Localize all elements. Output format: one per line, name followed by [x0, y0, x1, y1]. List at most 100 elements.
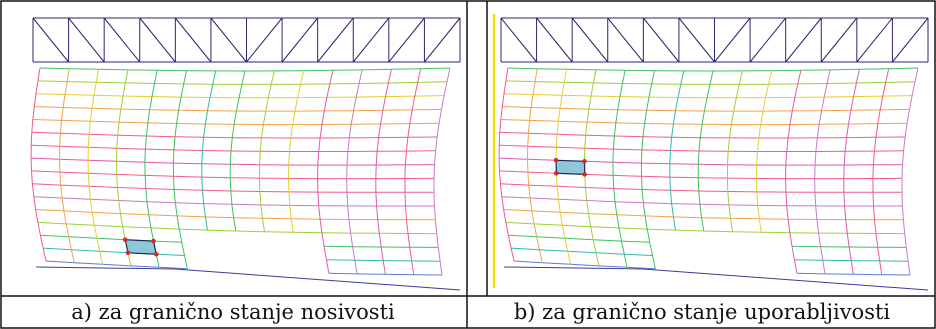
mesh-row-line	[43, 247, 441, 262]
mesh-column-line	[785, 70, 802, 274]
mesh-row-line	[31, 144, 436, 152]
truss-diagonal	[500, 17, 537, 63]
mesh-row-line	[31, 157, 435, 166]
mesh-row-line	[500, 119, 908, 126]
truss-diagonal	[103, 17, 141, 63]
mesh-column-line	[697, 70, 714, 232]
base-line-right	[174, 268, 461, 291]
highlighted-node	[122, 237, 128, 243]
mesh-row-line	[37, 221, 437, 235]
base-line-left	[35, 266, 176, 270]
mesh-row-line	[31, 131, 438, 139]
truss-diagonal	[210, 17, 247, 63]
mesh-column-line	[172, 70, 188, 269]
ground-line	[35, 266, 461, 291]
mesh-column-line	[433, 67, 451, 276]
truss-diagonal	[714, 17, 751, 63]
truss-diagonal	[174, 17, 212, 63]
highlighted-node	[153, 251, 159, 257]
mesh-column-line	[669, 70, 685, 231]
mesh-row-line	[40, 234, 439, 248]
mesh-column-line	[814, 69, 831, 274]
mesh-column-line	[287, 70, 305, 233]
truss-diagonal	[317, 17, 354, 63]
mesh-column-line	[901, 67, 919, 276]
highlighted-element	[122, 237, 159, 257]
mesh-row-line	[32, 183, 435, 193]
panel-serviceability-limit-state	[492, 14, 929, 291]
ground-line	[503, 266, 929, 291]
truss-diagonal	[678, 17, 715, 63]
base-line-left	[503, 266, 644, 270]
truss-diagonal	[139, 17, 176, 63]
deformed-mesh	[498, 67, 919, 276]
mesh-column-line	[58, 68, 75, 263]
mesh-row-line	[507, 67, 919, 72]
highlighted-cell	[555, 159, 586, 176]
mesh-column-line	[498, 67, 515, 262]
truss-diagonal	[892, 17, 929, 63]
highlighted-node	[553, 171, 559, 176]
truss-diagonal	[749, 17, 787, 63]
mesh-column-line	[317, 70, 334, 274]
highlighted-node	[582, 172, 587, 177]
mesh-row-line	[499, 144, 904, 152]
mesh-column-line	[229, 70, 246, 232]
mesh-column-line	[583, 69, 600, 267]
mesh-row-line	[31, 170, 435, 180]
truss-diagonal	[785, 17, 822, 63]
truss-diagonal	[246, 17, 283, 63]
mesh-row-line	[503, 209, 904, 221]
mesh-row-line	[33, 196, 435, 207]
highlighted-node	[151, 238, 156, 244]
mesh-row-line	[502, 106, 910, 112]
mesh-column-line	[640, 70, 656, 269]
mesh-column-line	[612, 70, 628, 268]
truss-diagonal	[642, 17, 680, 63]
mesh-column-line	[87, 69, 104, 265]
highlighted-node	[553, 158, 559, 163]
caption-serviceability-limit-state: b) za granično stanje uporabljivosti	[513, 300, 891, 324]
highlighted-node	[125, 250, 131, 256]
caption-ultimate-limit-state: a) za granično stanje nosivosti	[71, 300, 395, 324]
mesh-row-line	[35, 209, 436, 221]
mesh-row-line	[499, 131, 906, 139]
mesh-row-line	[508, 234, 907, 248]
mesh-row-line	[505, 221, 905, 235]
mesh-column-line	[404, 68, 422, 275]
mesh-row-line	[500, 183, 903, 193]
mesh-column-line	[526, 68, 543, 263]
truss-diagonal	[571, 17, 609, 63]
mesh-column-line	[375, 69, 392, 275]
mesh-column-line	[144, 70, 160, 268]
mesh-column-line	[201, 70, 217, 231]
highlighted-element	[553, 158, 587, 177]
mesh-row-line	[34, 106, 442, 112]
mesh-row-line	[39, 67, 451, 72]
truss-diagonal	[68, 17, 105, 63]
truss-diagonal	[536, 17, 573, 63]
truss-diagonal	[352, 17, 390, 63]
truss-diagonal	[281, 17, 319, 63]
mesh-column-line	[258, 70, 275, 232]
deformed-mesh	[30, 67, 451, 276]
roof-truss	[32, 17, 461, 63]
panel-ultimate-limit-state	[30, 17, 461, 291]
mesh-column-line	[755, 70, 773, 233]
mesh-row-line	[501, 196, 903, 207]
mesh-column-line	[872, 68, 890, 275]
truss-diagonal	[388, 17, 425, 63]
mesh-column-line	[346, 69, 363, 274]
mesh-column-line	[843, 69, 860, 275]
truss-diagonal	[32, 17, 69, 63]
highlighted-node	[582, 159, 587, 164]
roof-truss	[500, 17, 929, 63]
truss-diagonal	[820, 17, 858, 63]
mesh-column-line	[726, 70, 743, 232]
base-line-right	[642, 268, 929, 291]
mesh-column-line	[115, 69, 132, 267]
truss-diagonal	[424, 17, 461, 63]
truss-diagonal	[607, 17, 644, 63]
